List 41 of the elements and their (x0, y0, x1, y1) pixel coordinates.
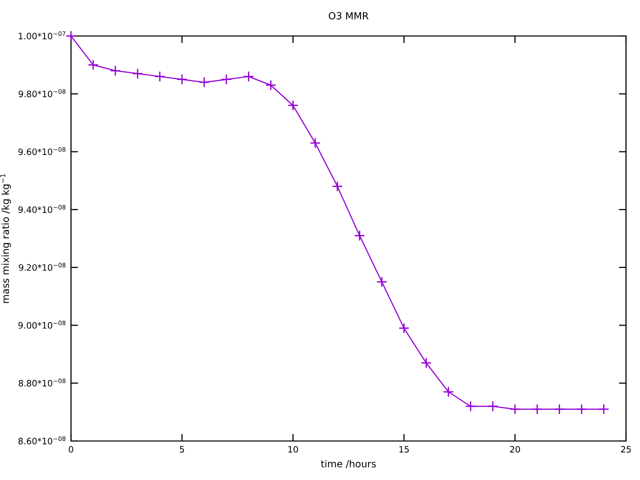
x-tick-label: 20 (510, 446, 520, 453)
y-tick-label: 9.40*10$^{−08}$ (18, 204, 66, 213)
y-tick-label: 8.60*10$^{−08}$ (18, 436, 66, 444)
x-tick-label: 5 (180, 446, 184, 453)
point (465, 400, 476, 412)
point (576, 404, 588, 415)
point (510, 404, 520, 415)
point (288, 100, 298, 111)
y-tick-label: 9.20*10$^{−08}$ (18, 262, 66, 271)
point (598, 404, 610, 415)
point (420, 357, 432, 368)
y-axis-title: mass mixing ratio /kg kg$^{−1}$ (0, 174, 11, 303)
y-tick-label: 9.60*10$^{−08}$ (18, 147, 66, 156)
point (442, 386, 454, 398)
x-tick-label: 0 (68, 446, 74, 453)
point (554, 404, 565, 415)
point (398, 322, 410, 334)
point (154, 71, 166, 82)
x-axis-title: time /hours (320, 460, 376, 468)
point (376, 276, 388, 288)
x-tick-label: 15 (399, 446, 409, 453)
point (198, 76, 210, 88)
x-tick-label: 10 (288, 446, 298, 453)
point (88, 59, 99, 70)
y-tick-label: 8.80*10$^{−08}$ (18, 378, 66, 387)
y-tick-label: 9.00*10$^{−08}$ (18, 320, 66, 329)
y-tick-label: 9.80*10$^{−08}$ (18, 89, 66, 98)
point (243, 71, 254, 82)
point (176, 74, 188, 85)
point (265, 80, 276, 91)
point (487, 400, 498, 412)
chart-title: O3 MMR (328, 12, 368, 20)
y-tick-label: 1.00*10$^{−07}$ (18, 31, 66, 40)
point (532, 404, 543, 415)
point (354, 230, 366, 242)
x-tick-label: 25 (621, 446, 631, 453)
point (110, 65, 121, 76)
point (220, 74, 232, 85)
point (132, 68, 144, 80)
point (332, 180, 343, 192)
point (310, 138, 321, 149)
